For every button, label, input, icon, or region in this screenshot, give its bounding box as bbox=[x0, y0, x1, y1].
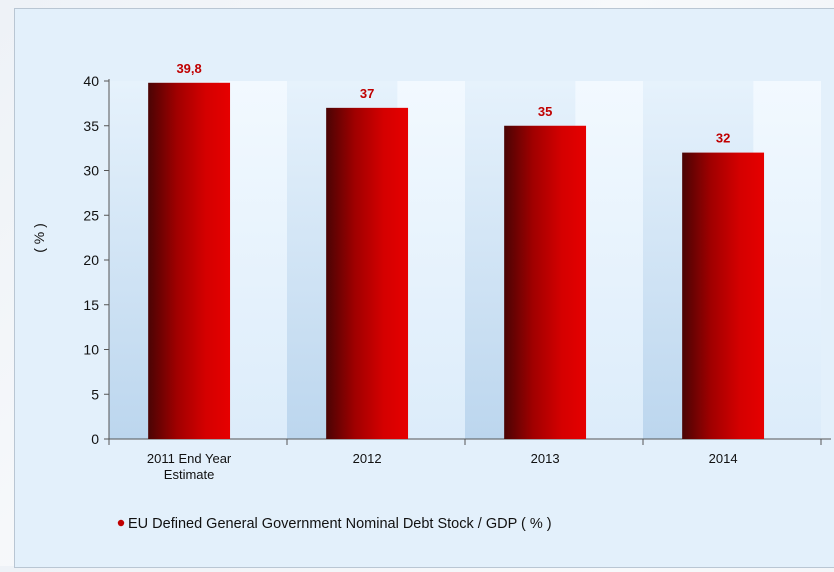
legend-marker bbox=[117, 519, 125, 527]
bar-value-label: 37 bbox=[360, 86, 374, 101]
y-axis: 0 5 10 15 20 25 30 35 40 bbox=[83, 73, 110, 447]
value-labels: 39,8 37 35 32 bbox=[176, 61, 730, 146]
x-tick-label: 2013 bbox=[531, 451, 560, 466]
plot-band bbox=[575, 81, 643, 439]
bar bbox=[504, 125, 587, 439]
legend-label: EU Defined General Government Nominal De… bbox=[128, 516, 552, 532]
y-tick-label: 35 bbox=[83, 118, 99, 134]
y-tick-label: 20 bbox=[83, 252, 99, 268]
y-tick-label: 25 bbox=[83, 207, 99, 223]
y-tick-label: 15 bbox=[83, 297, 99, 313]
y-tick-label: 40 bbox=[83, 73, 99, 89]
bar-value-label: 32 bbox=[716, 131, 730, 146]
bar bbox=[326, 107, 409, 439]
bar bbox=[682, 152, 765, 439]
plot-band bbox=[397, 81, 465, 439]
bar bbox=[148, 82, 231, 439]
plot-band bbox=[753, 81, 821, 439]
bar-value-label: 39,8 bbox=[176, 61, 201, 76]
y-tick-label: 5 bbox=[91, 386, 99, 402]
legend: EU Defined General Government Nominal De… bbox=[117, 516, 552, 532]
x-tick-label: Estimate bbox=[164, 467, 215, 482]
y-tick-label: 10 bbox=[83, 342, 99, 358]
x-tick-label: 2012 bbox=[353, 451, 382, 466]
y-tick-label: 0 bbox=[91, 431, 99, 447]
x-tick-label: 2014 bbox=[709, 451, 738, 466]
plot-band bbox=[219, 81, 287, 439]
x-tick-label: 2011 End Year bbox=[147, 451, 232, 466]
bars bbox=[148, 82, 765, 439]
y-axis-label: ( % ) bbox=[31, 223, 47, 253]
y-tick-label: 30 bbox=[83, 163, 99, 179]
bar-value-label: 35 bbox=[538, 104, 552, 119]
chart-frame: 0 5 10 15 20 25 30 35 40 2011 End Year Estimate 20… bbox=[14, 8, 834, 568]
